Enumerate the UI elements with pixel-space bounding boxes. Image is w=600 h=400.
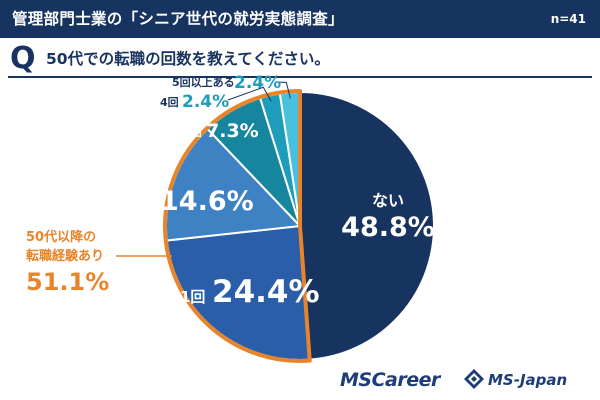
footer-logos: MSCareer MS-Japan: [340, 366, 590, 394]
group-label-line1: 50代以降の: [26, 229, 96, 245]
mscareer-logo: MSCareer: [340, 369, 440, 391]
sample-size: n=41: [550, 12, 586, 26]
question-underline: [8, 76, 592, 78]
pie-slices: [163, 89, 436, 363]
label-category-none: ない: [372, 191, 404, 210]
group-label-line2: 転職経験あり: [26, 248, 104, 264]
question-text: 50代での転職の回数を教えてください。: [46, 50, 330, 68]
group-value: 51.1%: [26, 268, 109, 296]
label-category-4: 4回: [160, 95, 179, 109]
ms-japan-logo-icon: [464, 369, 484, 389]
label-category-3: 3回: [183, 125, 202, 139]
header-bar: 管理部門士業の「シニア世代の就労実態調査」 n=41: [0, 0, 600, 38]
label-value-4: 2.4%: [182, 92, 229, 112]
label-category-2: 2回: [132, 196, 156, 212]
label-category-1: 1回: [180, 288, 205, 306]
label-category-5: 5回以上ある: [172, 75, 235, 89]
label-value-2: 14.6%: [160, 186, 254, 217]
leader-line-4: [227, 86, 272, 102]
label-value-none: 48.8%: [341, 212, 435, 243]
leader-line-5: [274, 81, 291, 99]
label-value-1: 24.4%: [212, 274, 320, 310]
label-value-5: 2.4%: [234, 73, 281, 93]
question-q-mark: Q: [10, 41, 36, 76]
group-highlight-outline: [163, 89, 312, 363]
leader-lines: [116, 81, 291, 257]
survey-title: 管理部門士業の「シニア世代の就労実態調査」: [12, 10, 344, 28]
label-value-3: 7.3%: [206, 120, 259, 142]
slice-0: [299, 90, 436, 361]
ms-japan-logo: MS-Japan: [488, 371, 568, 389]
